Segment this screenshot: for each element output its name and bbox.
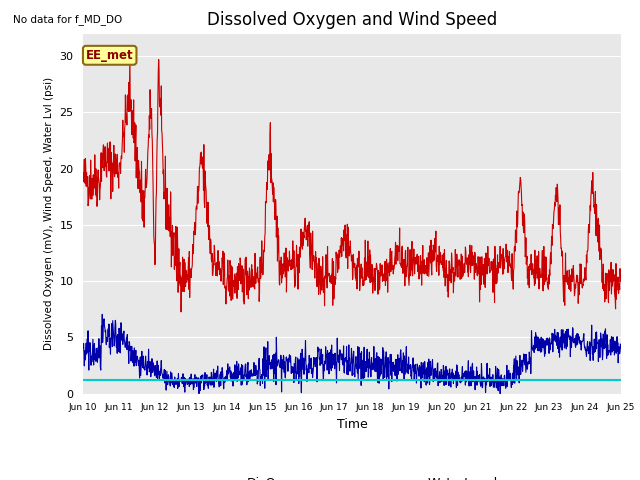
- DisOxy: [260, 247, 268, 253]
- ws: [195, 391, 203, 396]
- Title: Dissolved Oxygen and Wind Speed: Dissolved Oxygen and Wind Speed: [207, 11, 497, 29]
- DisOxy: [436, 249, 444, 255]
- ws: [99, 312, 106, 317]
- X-axis label: Time: Time: [337, 418, 367, 431]
- ws: [79, 346, 87, 351]
- DisOxy: [79, 170, 87, 176]
- WaterLevel: [115, 377, 123, 383]
- ws: [617, 345, 625, 351]
- ws: [436, 380, 444, 385]
- DisOxy: [177, 309, 185, 315]
- DisOxy: [554, 188, 561, 193]
- DisOxy: [187, 266, 195, 272]
- DisOxy: [506, 261, 514, 267]
- Text: No data for f_MD_DO: No data for f_MD_DO: [13, 14, 122, 25]
- ws: [260, 360, 268, 366]
- ws: [506, 371, 514, 376]
- ws: [554, 346, 561, 351]
- Line: DisOxy: DisOxy: [83, 54, 621, 312]
- ws: [200, 379, 207, 385]
- WaterLevel: [79, 377, 87, 383]
- DisOxy: [617, 276, 625, 281]
- DisOxy: [126, 51, 134, 57]
- Y-axis label: Dissolved Oxygen (mV), Wind Speed, Water Lvl (psi): Dissolved Oxygen (mV), Wind Speed, Water…: [44, 77, 54, 350]
- ws: [186, 382, 194, 388]
- Legend: DisOxy, ws, WaterLevel: DisOxy, ws, WaterLevel: [201, 472, 503, 480]
- Line: ws: ws: [83, 314, 621, 394]
- Text: EE_met: EE_met: [86, 49, 134, 62]
- DisOxy: [200, 187, 207, 193]
